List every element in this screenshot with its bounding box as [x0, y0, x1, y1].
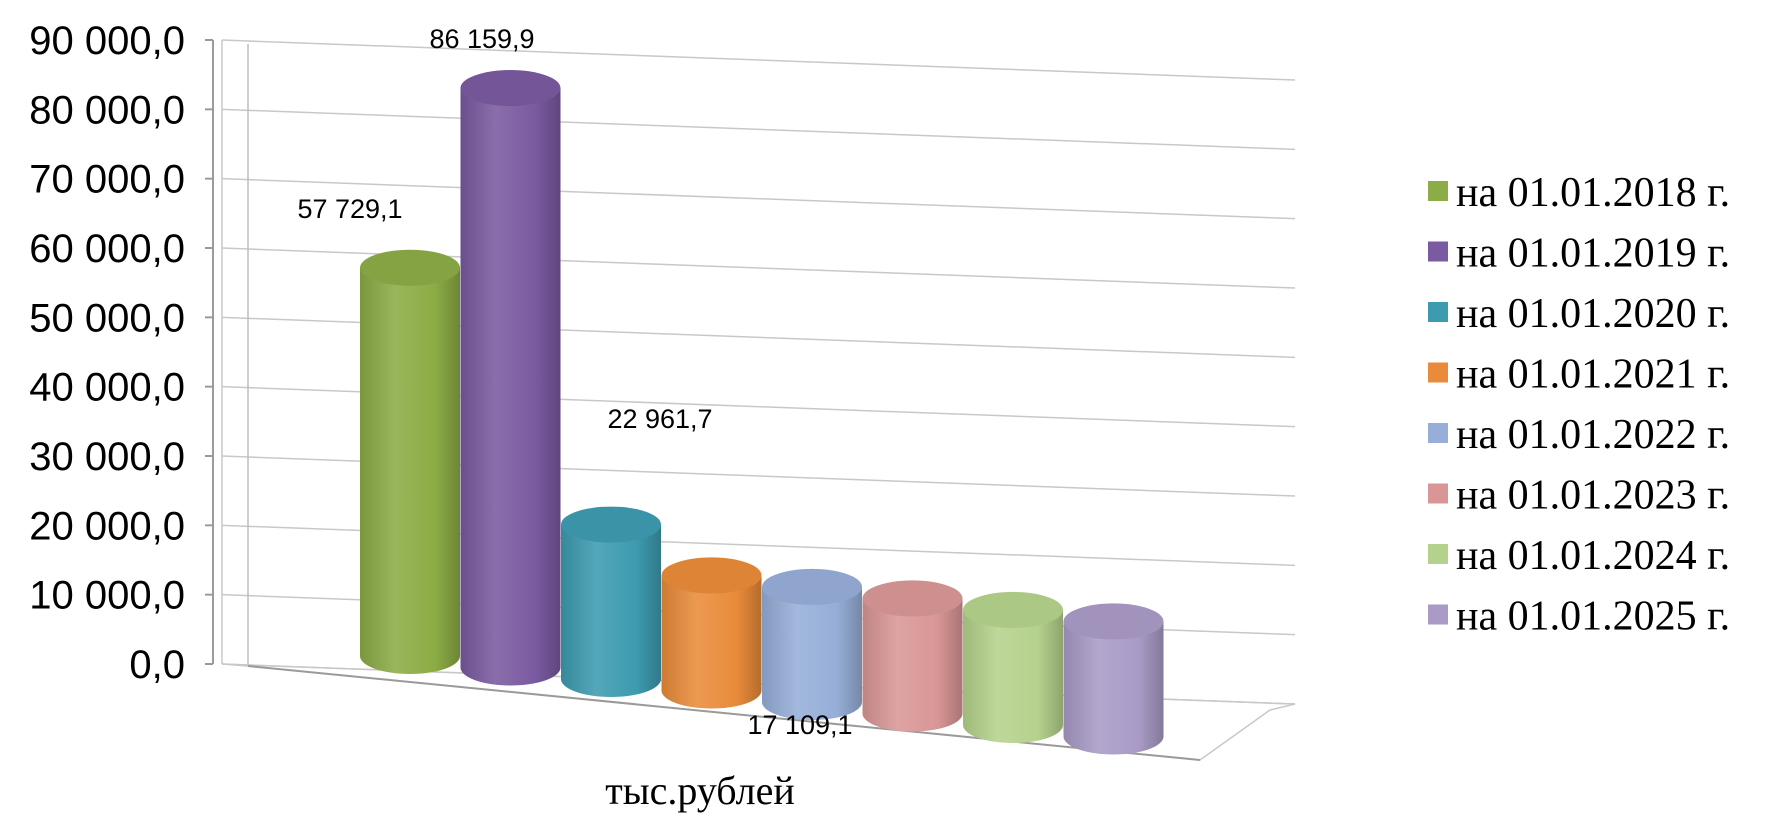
data-label: 86 159,9 [429, 24, 534, 54]
legend: на 01.01.2018 г. на 01.01.2019 г. на 01.01… [1428, 170, 1730, 640]
legend-item: на 01.01.2018 г. [1428, 170, 1730, 216]
axes: 0,0 10 000,0 20 000,0 30 000,0 40 000,0 50 00… [29, 19, 1201, 761]
bar-top [561, 506, 661, 543]
legend-label: на 01.01.2022 г. [1456, 412, 1730, 458]
legend-label: на 01.01.2025 г. [1456, 594, 1730, 640]
legend-label: на 01.01.2021 г. [1456, 352, 1730, 398]
bar-body [1063, 621, 1164, 755]
legend-label: на 01.01.2020 г. [1456, 291, 1730, 337]
x-axis-label: тыс.рублей [605, 768, 795, 813]
legend-swatch [1428, 362, 1448, 383]
legend-swatch [1428, 181, 1448, 201]
y-tick-label: 70 000,0 [29, 158, 185, 202]
bar-body [561, 524, 661, 697]
legend-item: на 01.01.2019 г. [1428, 231, 1730, 277]
x-axis-line [247, 665, 1201, 761]
y-tick-label: 10 000,0 [29, 574, 185, 618]
legend-item: на 01.01.2024 г. [1428, 533, 1730, 579]
bar [862, 580, 963, 732]
legend-label: на 01.01.2019 г. [1456, 231, 1730, 277]
legend-item: на 01.01.2020 г. [1428, 291, 1730, 337]
bars [360, 70, 1164, 755]
legend-item: на 01.01.2025 г. [1428, 594, 1730, 640]
legend-swatch [1428, 423, 1448, 443]
gridline [221, 177, 1296, 220]
bar-body [460, 88, 561, 686]
bar-top [460, 70, 561, 107]
bar [1063, 603, 1164, 755]
gridline [221, 39, 1296, 81]
legend-label: на 01.01.2023 г. [1456, 473, 1730, 519]
bar [661, 557, 762, 709]
legend-item: на 01.01.2021 г. [1428, 352, 1730, 398]
bar-body [963, 609, 1063, 743]
bar-body [762, 586, 862, 720]
bar [762, 568, 862, 720]
data-label: 57 729,1 [297, 194, 402, 224]
legend-label: на 01.01.2024 г. [1456, 533, 1730, 579]
bar-top [661, 557, 762, 594]
gridline [221, 108, 1296, 151]
y-tick-label: 40 000,0 [29, 366, 185, 410]
bar-top [862, 580, 963, 617]
y-tick-label: 30 000,0 [29, 435, 185, 479]
y-tick-label: 60 000,0 [29, 227, 185, 271]
bar-body [661, 575, 762, 709]
y-tick-label: 80 000,0 [29, 88, 185, 132]
legend-swatch [1428, 483, 1448, 504]
bar [460, 70, 561, 686]
legend-swatch [1428, 604, 1448, 625]
data-label: 22 961,7 [607, 404, 712, 434]
data-labels: 57 729,1 86 159,9 22 961,7 17 109,1 [297, 24, 852, 740]
y-tick-label: 90 000,0 [29, 19, 185, 63]
bar [561, 506, 661, 697]
bar-top [963, 591, 1063, 628]
bar-body [862, 598, 963, 732]
legend-swatch [1428, 241, 1448, 262]
y-tick-label: 0,0 [129, 643, 185, 687]
bar-top [360, 249, 460, 286]
legend-swatch [1428, 302, 1448, 322]
legend-label: на 01.01.2018 г. [1456, 170, 1730, 216]
legend-swatch [1428, 544, 1448, 564]
legend-item: на 01.01.2022 г. [1428, 412, 1730, 458]
bar-body [360, 267, 460, 674]
bar-top [1063, 603, 1164, 640]
y-tick-label: 20 000,0 [29, 504, 185, 548]
data-label: 17 109,1 [747, 710, 852, 740]
legend-item: на 01.01.2023 г. [1428, 473, 1730, 519]
y-tick-label: 50 000,0 [29, 296, 185, 340]
bar [360, 249, 460, 674]
bar-top [762, 568, 862, 605]
bar [963, 591, 1063, 743]
